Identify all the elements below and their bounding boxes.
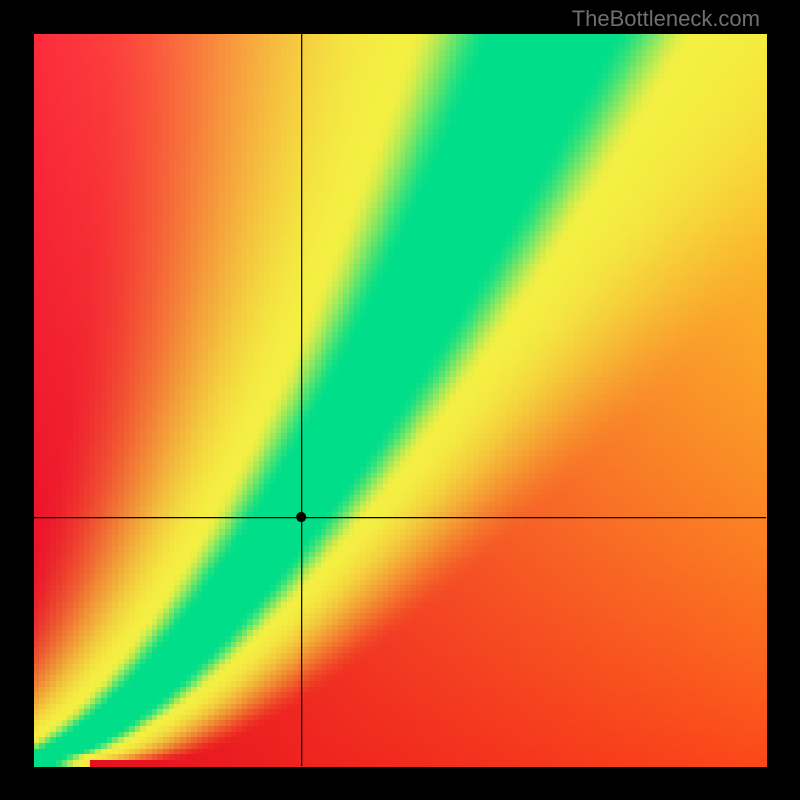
bottleneck-heatmap (0, 0, 800, 800)
watermark-text: TheBottleneck.com (572, 6, 760, 32)
chart-container: TheBottleneck.com (0, 0, 800, 800)
